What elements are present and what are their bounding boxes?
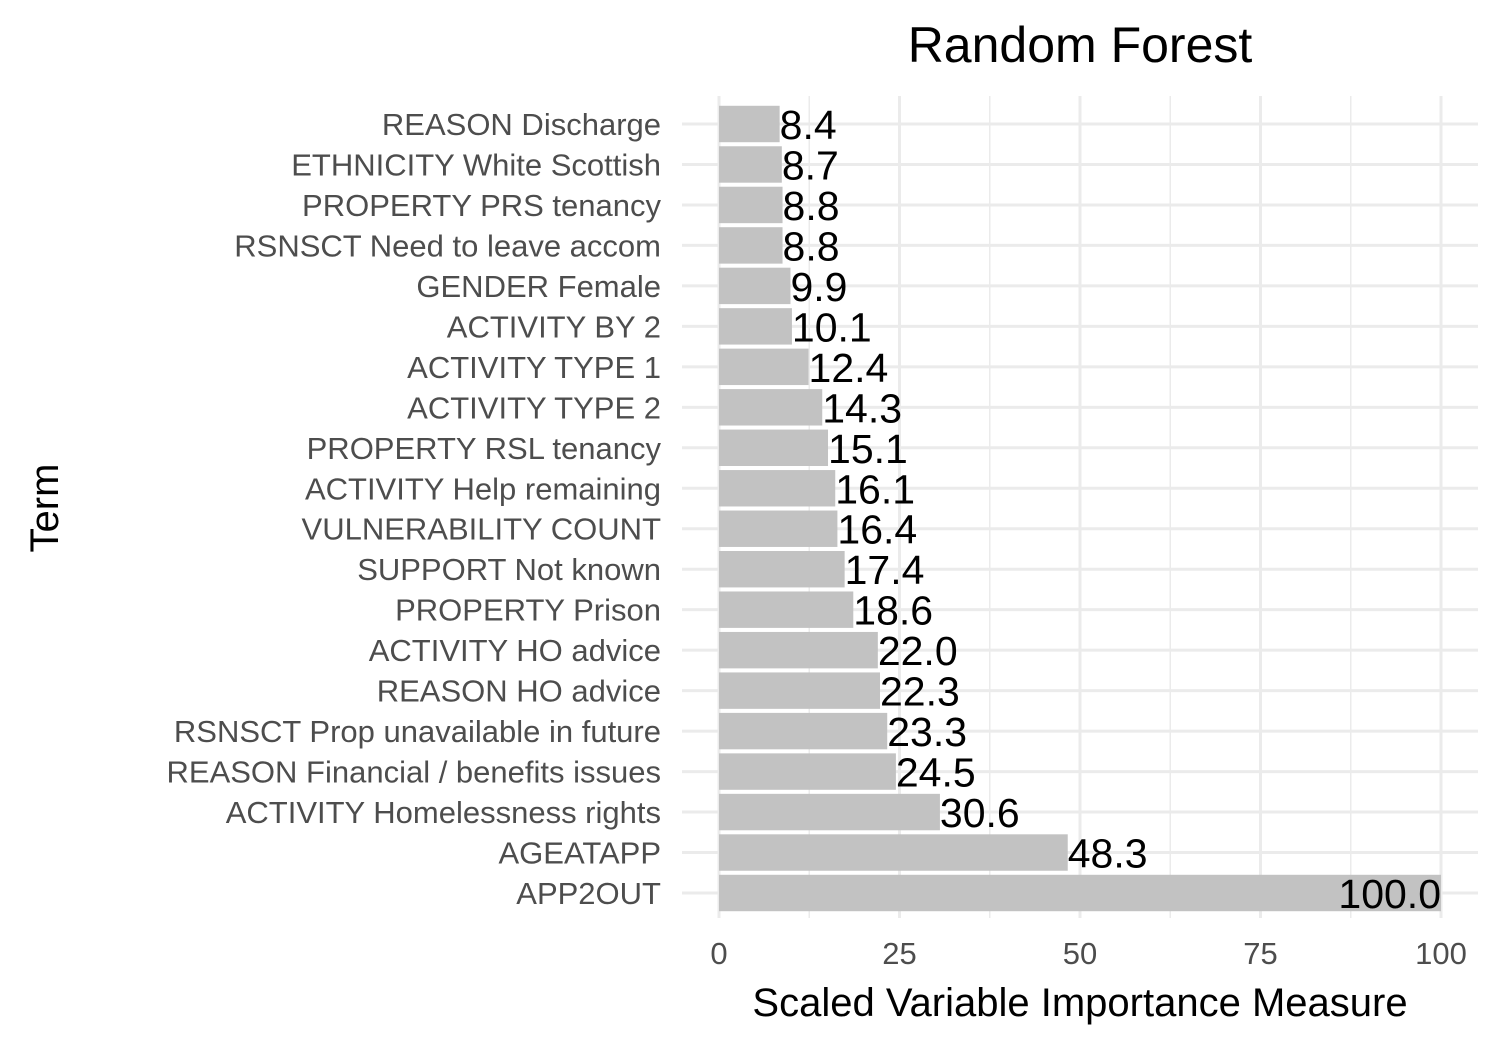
data-label: 23.3 <box>887 709 967 755</box>
bars <box>719 105 1441 912</box>
category-label: AGEATAPP <box>498 836 661 871</box>
data-labels: 8.48.78.88.89.910.112.414.315.116.116.41… <box>780 102 1441 917</box>
category-label: VULNERABILITY COUNT <box>302 512 662 547</box>
data-label: 48.3 <box>1068 831 1148 877</box>
category-label: RSNSCT Prop unavailable in future <box>174 714 661 749</box>
bar <box>719 834 1068 871</box>
bar <box>719 429 829 467</box>
data-label: 8.8 <box>783 183 840 229</box>
data-label: 9.9 <box>790 264 847 310</box>
category-label: ACTIVITY TYPE 2 <box>407 390 661 425</box>
category-label: PROPERTY Prison <box>395 593 661 628</box>
category-label: ACTIVITY BY 2 <box>447 309 661 344</box>
data-label: 15.1 <box>828 426 908 472</box>
category-label: ACTIVITY Homelessness rights <box>226 795 661 830</box>
chart-title: Random Forest <box>908 17 1253 73</box>
data-label: 8.4 <box>780 102 837 148</box>
data-label: 8.7 <box>782 142 839 188</box>
x-tick-label: 75 <box>1243 936 1277 971</box>
category-label: ETHNICITY White Scottish <box>291 147 661 182</box>
bar <box>719 227 783 264</box>
bar <box>719 753 896 790</box>
category-label: RSNSCT Need to leave accom <box>234 228 661 263</box>
data-label: 16.4 <box>837 507 917 553</box>
data-label: 10.1 <box>792 304 872 350</box>
x-tick-labels: 0 25 50 75 100 <box>710 936 1466 971</box>
bar <box>719 631 878 669</box>
category-label: ACTIVITY Help remaining <box>305 471 661 506</box>
x-axis-title: Scaled Variable Importance Measure <box>752 981 1407 1025</box>
data-label: 8.8 <box>783 223 840 269</box>
bar <box>719 267 791 305</box>
bar <box>719 470 836 507</box>
x-tick-label: 0 <box>710 936 727 971</box>
data-label: 12.4 <box>809 345 889 391</box>
data-label: 16.1 <box>835 466 915 512</box>
category-label: REASON Financial / benefits issues <box>167 755 662 790</box>
data-label: 18.6 <box>853 588 933 634</box>
category-label: PROPERTY PRS tenancy <box>302 188 661 223</box>
bar <box>719 389 823 426</box>
bar <box>719 591 854 628</box>
bar <box>719 308 792 345</box>
category-label: PROPERTY RSL tenancy <box>307 431 662 466</box>
bar <box>719 510 838 547</box>
category-label: REASON HO advice <box>377 674 661 709</box>
bar <box>719 348 809 386</box>
category-label: APP2OUT <box>516 876 661 911</box>
data-label: 30.6 <box>940 790 1020 836</box>
data-label: 14.3 <box>822 385 902 431</box>
y-axis-title: Term <box>23 464 67 553</box>
bar <box>719 550 845 588</box>
bar <box>719 146 782 183</box>
data-label: 17.4 <box>845 547 925 593</box>
category-label: REASON Discharge <box>382 107 661 142</box>
category-label: ACTIVITY HO advice <box>369 633 661 668</box>
x-tick-label: 50 <box>1063 936 1097 971</box>
bar <box>719 793 940 831</box>
category-label: ACTIVITY TYPE 1 <box>407 350 661 385</box>
bar <box>719 105 780 143</box>
bar <box>719 712 888 750</box>
data-label: 100.0 <box>1338 871 1441 917</box>
bar <box>719 874 1441 912</box>
x-tick-label: 100 <box>1415 936 1467 971</box>
data-label: 22.0 <box>878 628 958 674</box>
category-label: GENDER Female <box>416 269 661 304</box>
category-labels: REASON Discharge ETHNICITY White Scottish… <box>167 107 662 911</box>
data-label: 24.5 <box>896 750 976 796</box>
x-tick-label: 25 <box>882 936 916 971</box>
data-label: 22.3 <box>880 669 960 715</box>
bar <box>719 186 783 224</box>
category-label: SUPPORT Not known <box>357 552 661 587</box>
bar <box>719 672 881 709</box>
